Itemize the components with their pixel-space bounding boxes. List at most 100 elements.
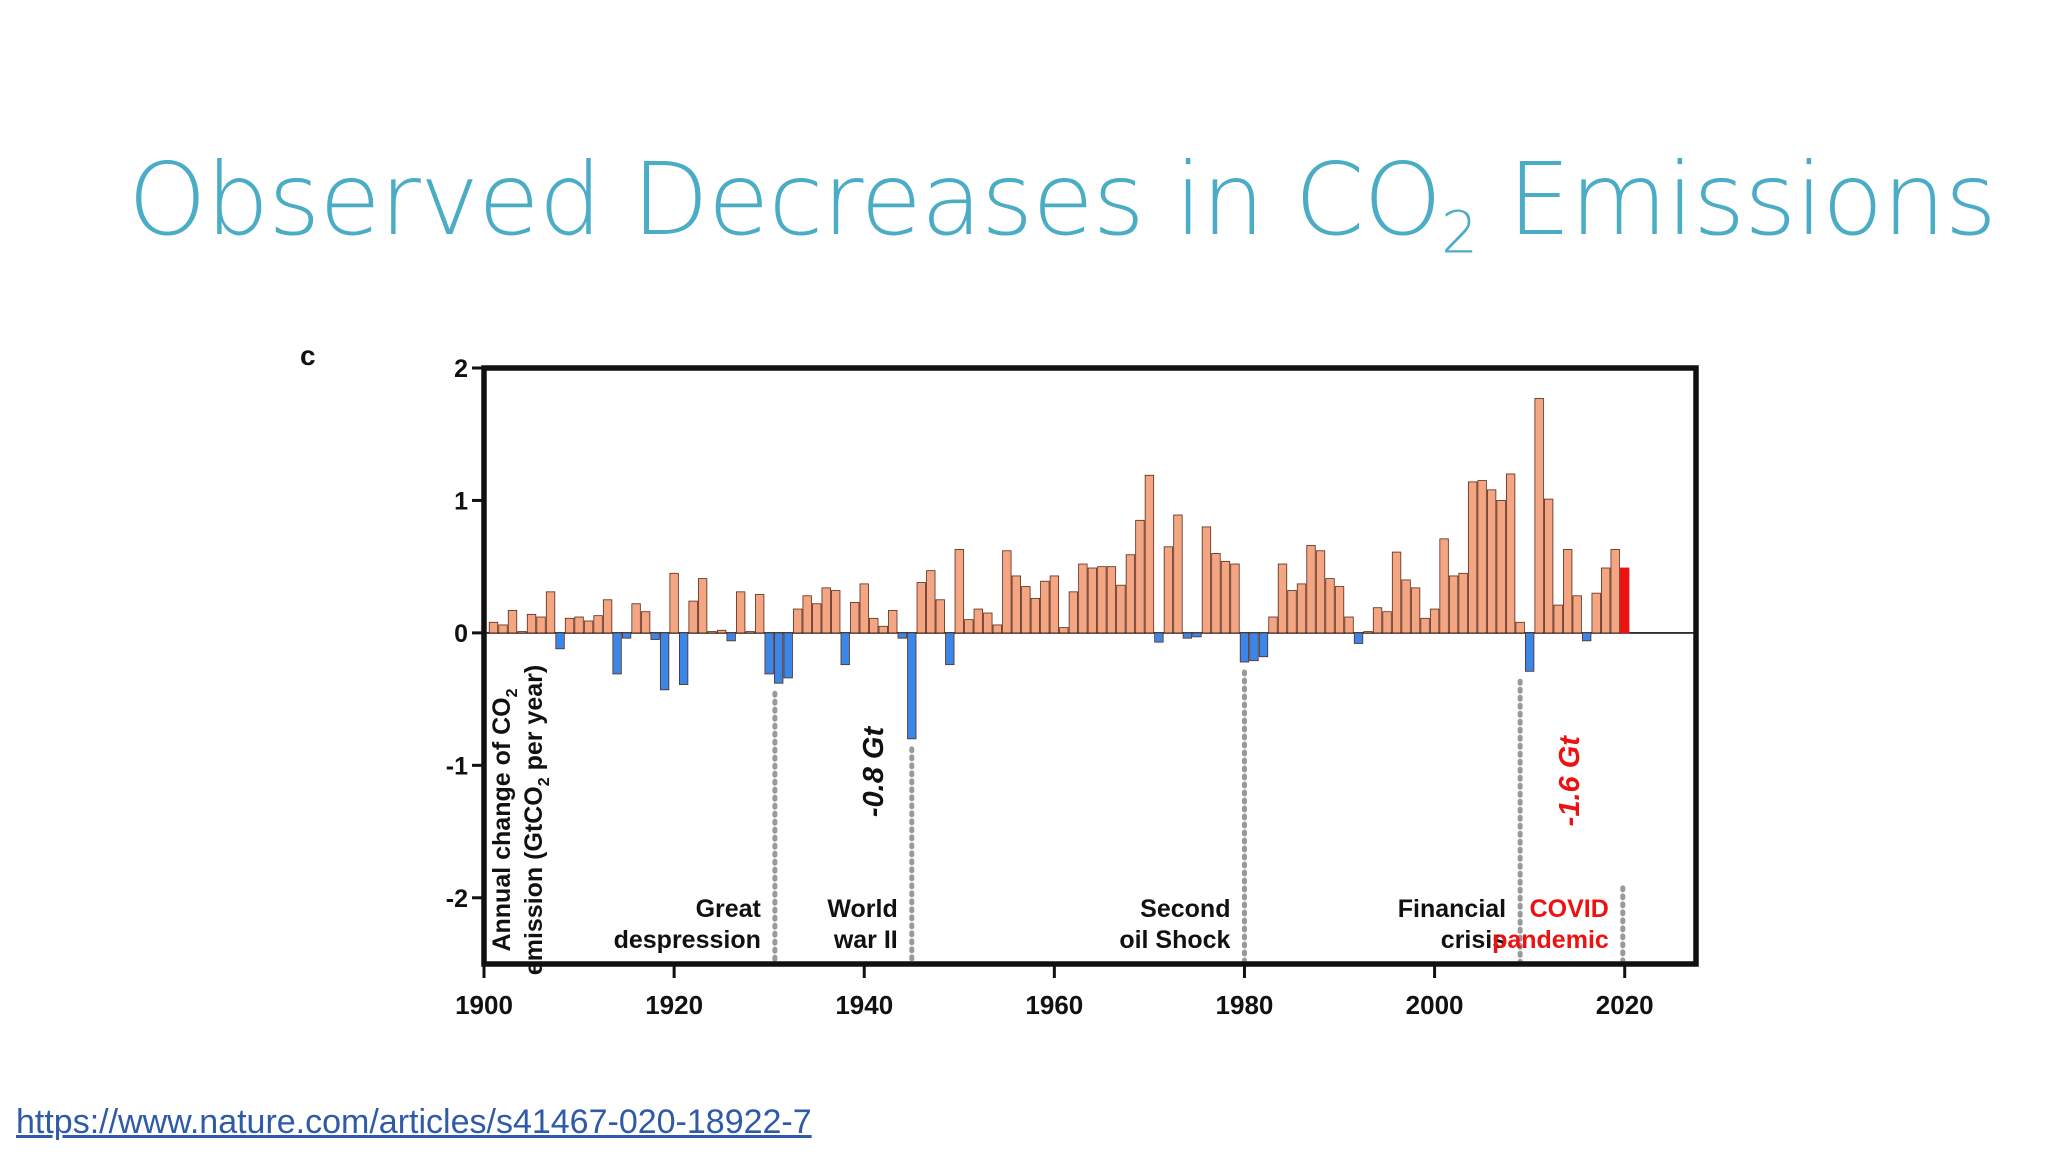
- covid-pandemic-label-line1: COVID: [1530, 895, 1609, 923]
- bar-1909: [564, 617, 575, 634]
- bar-1910: [574, 616, 584, 634]
- bar-1929: [755, 594, 765, 634]
- bar-1992: [1353, 632, 1364, 644]
- bar-2013: [1553, 604, 1563, 634]
- bar-1933: [793, 608, 803, 634]
- ylabel-line2-suffix: per year): [520, 665, 548, 778]
- bar-2004: [1467, 481, 1478, 634]
- bar-2002: [1448, 575, 1459, 634]
- title-subscript: 2: [1441, 198, 1478, 267]
- bar-1913: [602, 599, 613, 634]
- bar-1941: [869, 617, 879, 634]
- great-depression-label-line1: Great: [696, 895, 762, 923]
- bar-1993: [1363, 631, 1373, 634]
- y-tick-label-4: -2: [446, 885, 468, 913]
- bar-1903: [507, 609, 518, 634]
- bar-1970: [1144, 474, 1155, 634]
- bar-2007: [1496, 500, 1506, 634]
- bar-1968: [1125, 554, 1136, 634]
- bar-1948: [935, 599, 945, 634]
- bar-1984: [1277, 563, 1288, 634]
- bar-1996: [1391, 551, 1402, 634]
- bar-1943: [888, 609, 898, 634]
- y-tick-label-0: 2: [454, 355, 468, 383]
- bar-1957: [1021, 586, 1031, 634]
- y-axis-label-line2: emission (GtCO2 per year): [520, 665, 553, 975]
- bar-1921: [678, 632, 689, 685]
- bar-1915: [621, 632, 632, 639]
- x-tick-label-5: 2000: [1406, 990, 1464, 1020]
- ylabel-line2-prefix: emission (GtCO: [520, 786, 548, 975]
- bar-1930: [764, 632, 774, 675]
- bar-2020: [1620, 567, 1630, 634]
- covid-drop-label: -1.6 Gt: [1554, 735, 1586, 827]
- bar-1922: [688, 600, 698, 634]
- bar-1908: [555, 632, 565, 650]
- bar-1906: [536, 616, 546, 634]
- y-axis-label-line1: Annual change of CO2: [488, 688, 521, 951]
- covid-pandemic-label-line2: pandemic: [1492, 926, 1609, 954]
- y-tick-label-3: -1: [446, 752, 468, 780]
- bar-2008: [1505, 473, 1516, 634]
- ylabel-line1-sub: 2: [504, 688, 521, 697]
- bar-1914: [612, 632, 622, 675]
- bar-1942: [878, 625, 888, 634]
- bar-1974: [1182, 632, 1193, 639]
- bar-1945: [907, 632, 917, 740]
- bar-1963: [1078, 563, 1088, 634]
- bar-1951: [964, 619, 974, 634]
- bar-1982: [1258, 632, 1269, 658]
- bar-1998: [1410, 587, 1421, 634]
- financial-crisis-label-line2: crisis: [1441, 926, 1506, 954]
- bar-1966: [1106, 566, 1117, 634]
- bar-1935: [812, 603, 822, 634]
- bar-1965: [1097, 566, 1107, 634]
- bar-1916: [631, 603, 641, 634]
- bar-1923: [697, 578, 708, 634]
- bar-2018: [1601, 567, 1611, 634]
- bar-1918: [650, 632, 660, 640]
- bar-1967: [1116, 584, 1126, 634]
- bar-1954: [992, 624, 1002, 634]
- bar-1977: [1211, 553, 1221, 634]
- source-link[interactable]: https://www.nature.com/articles/s41467-0…: [16, 1103, 812, 1141]
- bar-1978: [1220, 560, 1231, 634]
- bar-1901: [488, 621, 499, 634]
- plot-frame: [481, 365, 1699, 967]
- second-oil-shock-label-line1: Second: [1140, 895, 1230, 923]
- bar-1949: [945, 632, 955, 666]
- bar-1904: [517, 631, 527, 634]
- bar-1924: [707, 631, 717, 634]
- y-axis-label: Annual change of CO2 emission (GtCO2 per…: [488, 665, 553, 975]
- bar-1925: [716, 629, 727, 634]
- bar-1907: [545, 591, 556, 634]
- bar-1962: [1068, 591, 1079, 634]
- bar-2000: [1429, 608, 1440, 634]
- chart-svg: c Annual change of CO2 emission (GtCO2 p…: [300, 340, 1699, 1020]
- bar-1986: [1296, 583, 1307, 634]
- x-tick-label-3: 1960: [1025, 990, 1083, 1020]
- bar-2016: [1582, 632, 1592, 642]
- ylabel-line2-sub: 2: [536, 777, 553, 786]
- bar-2010: [1524, 632, 1535, 672]
- great-depression-label-line2: despression: [614, 926, 761, 954]
- bar-1940: [859, 583, 869, 634]
- bar-1920: [669, 572, 679, 634]
- bar-1953: [983, 612, 993, 634]
- x-tick-label-1: 1920: [645, 990, 703, 1020]
- ylabel-line1-text: Annual change of CO: [488, 697, 516, 951]
- bar-1990: [1334, 586, 1345, 634]
- x-tick-label-0: 1900: [455, 990, 513, 1020]
- bar-1983: [1268, 616, 1278, 634]
- bar-1947: [926, 570, 936, 634]
- bar-1987: [1306, 545, 1316, 634]
- bar-2015: [1572, 595, 1582, 634]
- title-suffix: Emissions: [1477, 141, 1997, 258]
- bar-2017: [1591, 592, 1601, 634]
- bar-1981: [1249, 632, 1259, 662]
- bar-1917: [640, 611, 651, 634]
- bar-2009: [1515, 621, 1525, 634]
- bar-1936: [821, 587, 831, 634]
- world-war-ii-label-line1: World: [827, 895, 897, 923]
- bar-2014: [1563, 549, 1573, 634]
